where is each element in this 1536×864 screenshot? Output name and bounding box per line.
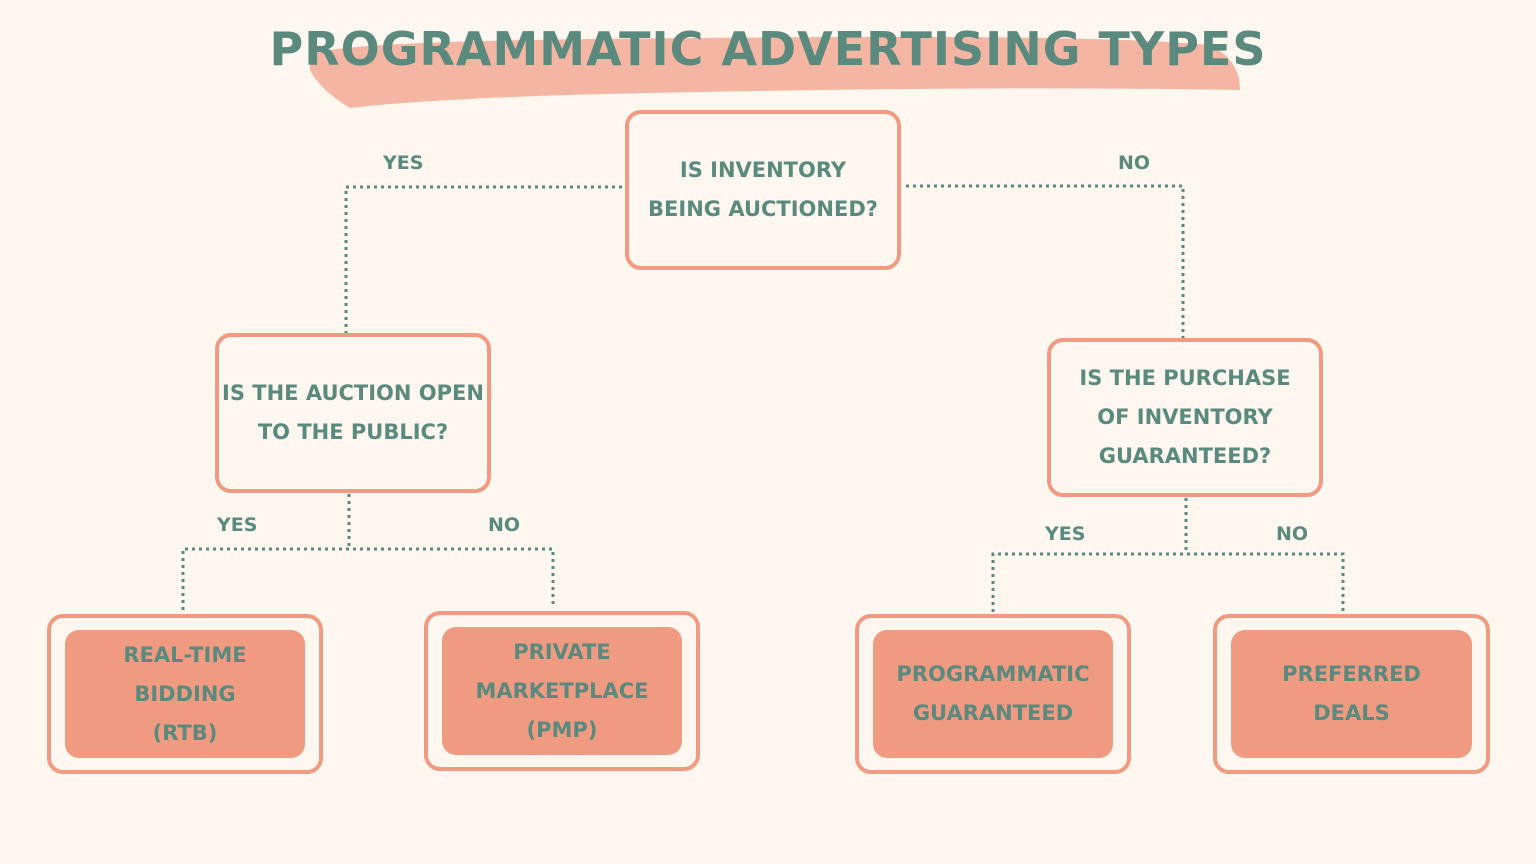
edge-root-yes xyxy=(344,185,622,333)
pd-node: Preferred deals xyxy=(1213,614,1490,774)
root-question-node: Is inventory being auctioned? xyxy=(625,110,901,270)
right-question-node: Is the purchase of inventory guaranteed? xyxy=(1047,338,1323,497)
right-no-label: No xyxy=(1276,523,1309,545)
edge-left xyxy=(181,494,555,610)
page-title: Programmatic Advertising Types xyxy=(269,22,1267,76)
title-brush-stroke xyxy=(310,36,1240,108)
edge-right xyxy=(991,498,1345,612)
right-question-text: Is the purchase of inventory guaranteed? xyxy=(1079,366,1291,468)
pg-node: Programmatic guaranteed xyxy=(855,614,1131,774)
right-yes-label: Yes xyxy=(1045,523,1086,545)
root-yes-label: Yes xyxy=(383,152,424,174)
edge-root-no xyxy=(906,184,1185,338)
left-yes-label: Yes xyxy=(217,514,258,536)
pmp-node: Private marketplace (PMP) xyxy=(424,611,700,771)
pg-text: Programmatic guaranteed xyxy=(873,630,1113,758)
pd-text: Preferred deals xyxy=(1231,630,1472,758)
left-question-node: Is the auction open to the public? xyxy=(215,333,491,493)
rtb-node: Real-time bidding (RTB) xyxy=(47,614,323,774)
pmp-text: Private marketplace (PMP) xyxy=(442,627,682,755)
left-question-text: Is the auction open to the public? xyxy=(222,381,484,444)
root-question-text: Is inventory being auctioned? xyxy=(648,158,878,221)
left-no-label: No xyxy=(488,514,521,536)
root-no-label: No xyxy=(1118,152,1151,174)
rtb-text: Real-time bidding (RTB) xyxy=(65,630,305,758)
